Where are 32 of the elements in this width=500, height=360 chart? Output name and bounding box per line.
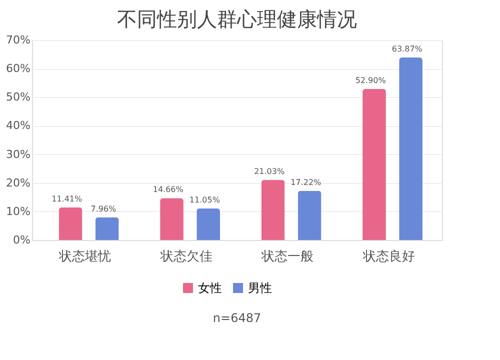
bar [399,58,422,240]
y-tick-label: 20% [6,176,30,190]
bar [362,88,386,240]
chart-title: 不同性别人群心理健康情况 [117,7,357,31]
x-tick-label: 状态堪忧 [58,250,112,264]
bar [160,198,184,240]
y-tick-label: 40% [6,119,30,132]
legend-label: 女性 [198,281,222,295]
data-label: 14.66% [152,185,184,194]
y-tick-label: 50% [6,90,30,104]
y-tick-label: 10% [6,204,30,218]
bar [261,180,285,240]
y-tick-label: 70% [6,34,30,46]
x-tick-label: 状态良好 [362,250,415,264]
y-tick-label: 30% [6,148,30,161]
data-label: 11.41% [52,194,83,204]
bar [95,217,119,240]
bar [196,208,220,240]
data-label: 52.90% [355,76,386,85]
y-tick-label: 60% [6,62,30,76]
data-label: 7.96% [90,204,117,214]
bar [298,190,322,240]
y-tick-label: 0% [13,234,30,246]
legend-label: 男性 [248,281,272,295]
x-tick-label: 状态欠佳 [159,250,212,264]
data-label: 11.05% [189,195,220,204]
data-label: 17.22% [290,178,322,187]
bar [58,207,82,240]
data-label: 21.03% [254,166,285,176]
data-label: 63.87% [392,44,423,54]
x-tick-label: 状态一般 [260,250,314,264]
text: n=6487 [212,311,262,325]
